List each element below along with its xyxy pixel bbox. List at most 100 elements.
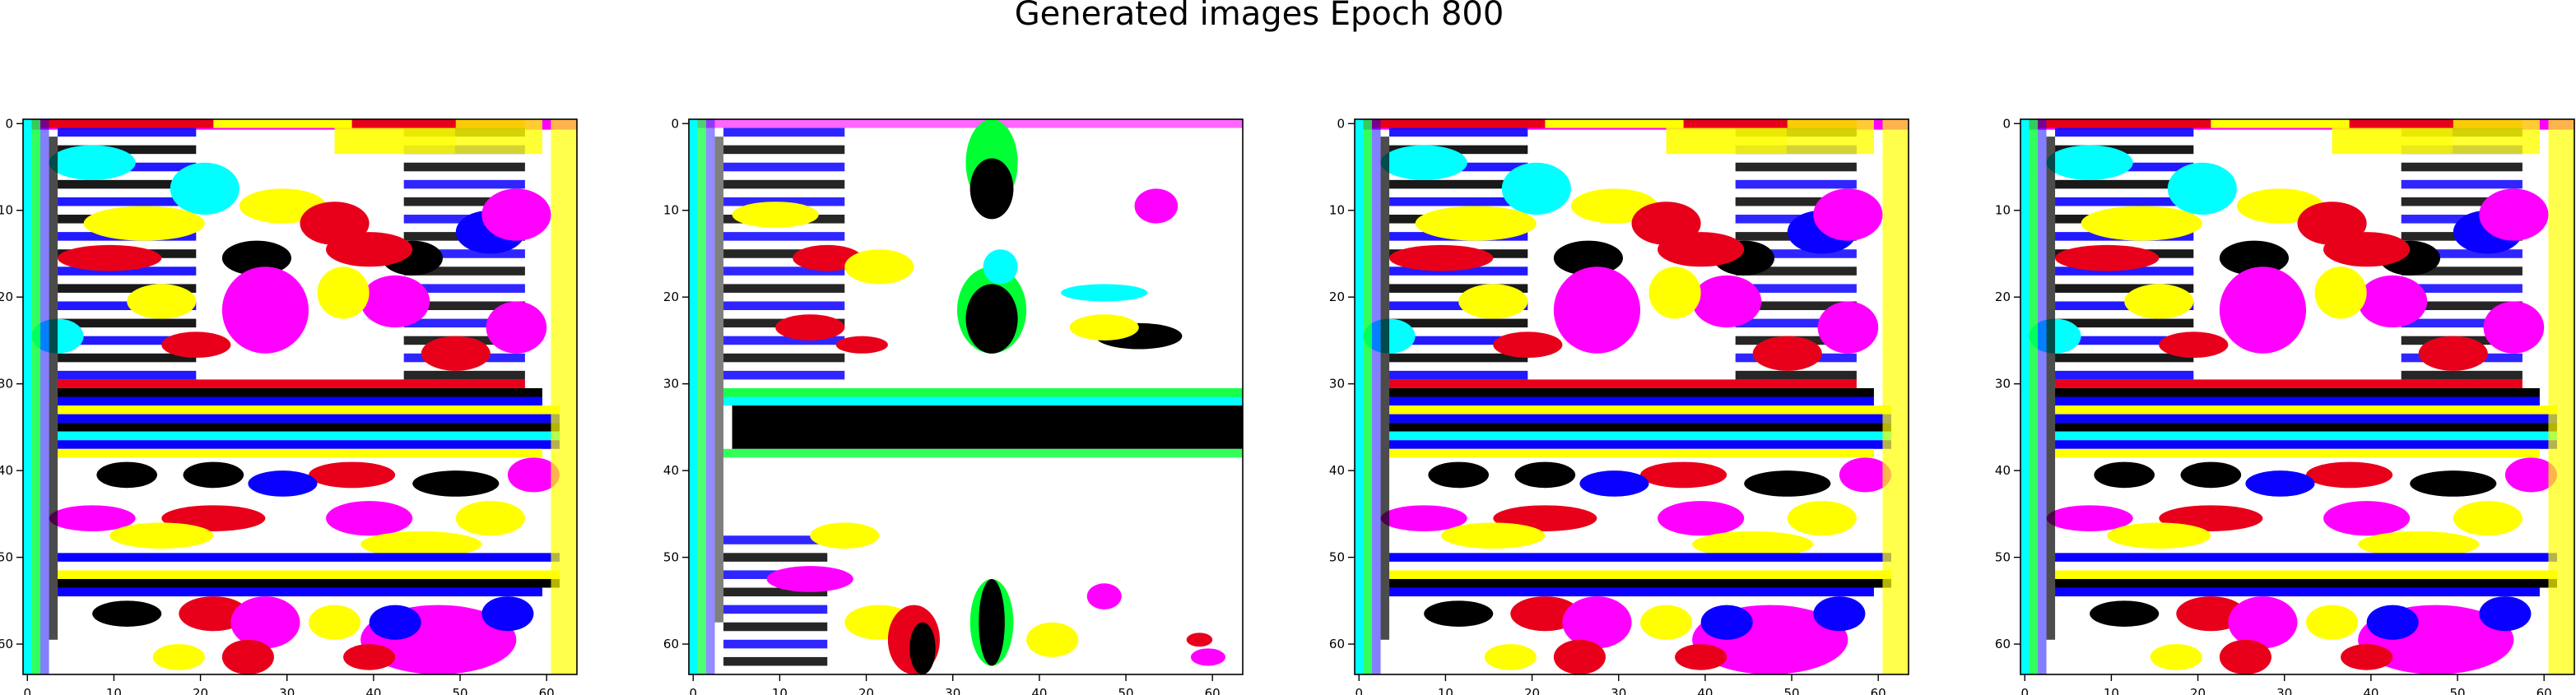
image-patch	[40, 119, 49, 674]
image-patch	[706, 119, 715, 674]
x-tick-label: 30	[2276, 686, 2292, 695]
image-blob	[1493, 331, 1563, 359]
image-patch	[58, 448, 542, 458]
image-patch	[1389, 570, 1891, 579]
image-patch	[2055, 127, 2194, 137]
image-patch	[1372, 119, 1546, 128]
y-tick-label: 40	[0, 463, 13, 478]
image-patch	[49, 137, 58, 640]
image-blob	[221, 240, 291, 276]
image-blob	[1813, 188, 1883, 241]
image-patch	[714, 137, 724, 623]
image-patch	[1735, 318, 1857, 328]
image-patch	[723, 301, 845, 311]
image-patch	[213, 119, 352, 128]
image-blob	[507, 457, 560, 493]
image-patch	[403, 197, 525, 206]
y-tick-label: 60	[1329, 637, 1345, 651]
y-tick-label: 20	[0, 290, 13, 304]
image-patch	[2055, 578, 2557, 588]
image-patch	[1787, 119, 1874, 155]
image-patch	[723, 396, 1243, 406]
generated-image	[23, 119, 577, 674]
image-blob	[1817, 301, 1879, 354]
image-blob	[455, 501, 525, 536]
image-blob	[83, 206, 205, 241]
y-tick-label: 40	[663, 463, 679, 478]
image-blob	[2046, 145, 2133, 180]
image-blob	[1389, 244, 1494, 271]
image-patch	[58, 578, 560, 588]
image-patch	[455, 119, 542, 155]
image-blob	[1380, 145, 1467, 180]
image-patch	[1389, 284, 1528, 293]
image-patch	[551, 119, 577, 674]
image-blob	[58, 244, 162, 271]
image-patch	[1389, 396, 1874, 406]
image-blob	[109, 522, 214, 549]
image-blob	[2124, 284, 2194, 319]
image-blob	[1441, 522, 1546, 549]
image-blob	[2081, 206, 2202, 241]
image-patch	[1389, 553, 1891, 562]
image-blob	[1692, 275, 1762, 328]
image-blob	[766, 566, 853, 592]
image-blob	[2483, 301, 2545, 354]
image-patch	[403, 301, 525, 311]
image-patch	[1389, 379, 1857, 388]
x-tick-label: 20	[1524, 686, 1540, 695]
image-blob	[1026, 622, 1079, 657]
image-patch	[723, 127, 845, 137]
image-patch	[723, 249, 845, 258]
image-patch	[1389, 266, 1528, 276]
image-patch	[403, 162, 525, 172]
y-tick-label: 10	[0, 203, 13, 218]
image-patch	[403, 370, 525, 380]
image-patch	[2401, 197, 2523, 206]
y-tick-label: 10	[663, 203, 679, 218]
image-patch	[334, 127, 456, 155]
image-blob	[1675, 644, 1727, 670]
image-patch	[1363, 119, 1373, 674]
image-blob	[1190, 648, 1225, 666]
image-patch	[1389, 431, 1891, 441]
image-blob	[1553, 266, 1641, 354]
image-blob	[309, 605, 361, 640]
image-patch	[1389, 423, 1891, 432]
image-patch	[58, 423, 560, 432]
image-blob	[421, 336, 491, 371]
image-patch	[1389, 197, 1528, 206]
image-patch	[2401, 266, 2523, 276]
image-patch	[1389, 353, 1528, 363]
image-patch	[2401, 249, 2523, 258]
image-blob	[969, 158, 1014, 220]
image-blob	[248, 470, 318, 497]
image-blob	[161, 331, 231, 359]
image-patch	[403, 318, 525, 328]
x-tick-label: 40	[1031, 686, 1047, 695]
image-patch	[1389, 387, 1874, 397]
image-patch	[58, 387, 542, 397]
image-blob	[309, 461, 396, 489]
image-blob	[1562, 596, 1632, 649]
image-patch	[2055, 423, 2557, 432]
image-blob	[2055, 244, 2160, 271]
image-patch	[403, 266, 525, 276]
image-patch	[689, 119, 1243, 128]
y-tick-label: 0	[671, 116, 679, 131]
image-blob	[775, 314, 845, 341]
image-patch	[58, 396, 542, 406]
image-patch	[723, 370, 845, 380]
image-blob	[2219, 639, 2271, 674]
image-patch	[2453, 119, 2540, 155]
image-patch	[1735, 249, 1857, 258]
image-patch	[58, 336, 197, 345]
image-patch	[1389, 301, 1528, 311]
image-patch	[1355, 119, 1364, 674]
image-patch	[58, 553, 560, 562]
image-blob	[49, 505, 136, 531]
image-patch	[723, 639, 828, 649]
image-patch	[40, 119, 214, 128]
image-patch	[1389, 587, 1874, 597]
image-patch	[2401, 179, 2523, 189]
